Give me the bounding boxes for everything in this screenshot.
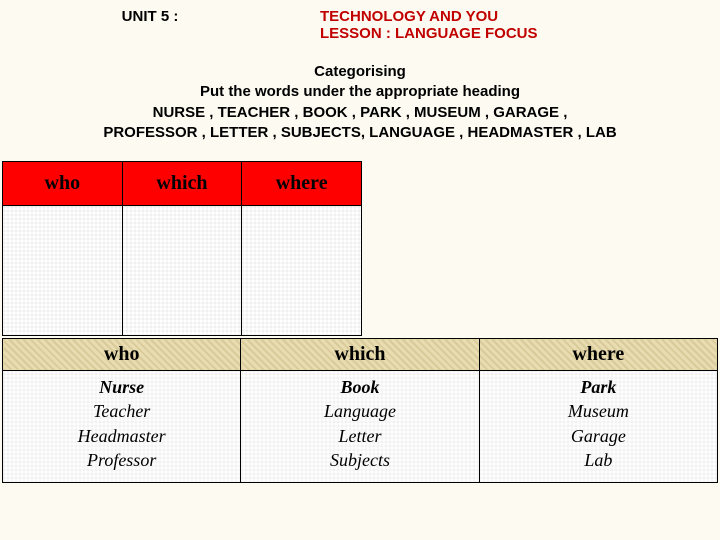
answer-item: Headmaster — [3, 424, 240, 448]
title-block: TECHNOLOGY AND YOU LESSON : LANGUAGE FOC… — [300, 8, 720, 42]
instruction-line: Categorising — [8, 62, 712, 82]
empty-cell — [3, 206, 123, 336]
empty-cell — [122, 206, 242, 336]
instruction-line: PROFESSOR , LETTER , SUBJECTS, LANGUAGE … — [8, 123, 712, 143]
empty-cell — [242, 206, 362, 336]
categorising-answer-table: who which where Nurse Teacher Headmaster… — [2, 338, 718, 483]
instructions: Categorising Put the words under the app… — [0, 62, 720, 143]
answer-item: Lab — [480, 448, 717, 472]
table-header-row: who which where — [3, 339, 718, 371]
cell-which: Book Language Letter Subjects — [241, 371, 479, 483]
title-line-2: LESSON : LANGUAGE FOCUS — [320, 25, 720, 42]
answer-item: Language — [241, 399, 478, 423]
categorising-empty-table: who which where — [2, 161, 362, 336]
col-header-which: which — [122, 162, 242, 206]
title-line-1: TECHNOLOGY AND YOU — [320, 8, 720, 25]
table-header-row: who which where — [3, 162, 362, 206]
answer-item: Book — [241, 375, 478, 399]
unit-label: UNIT 5 : — [0, 8, 300, 42]
col-header-who: who — [3, 162, 123, 206]
instruction-line: Put the words under the appropriate head… — [8, 82, 712, 102]
answer-item: Teacher — [3, 399, 240, 423]
col-header-which: which — [241, 339, 479, 371]
table-row — [3, 206, 362, 336]
table-row: Nurse Teacher Headmaster Professor Book … — [3, 371, 718, 483]
instruction-line: NURSE , TEACHER , BOOK , PARK , MUSEUM ,… — [8, 103, 712, 123]
answer-item: Subjects — [241, 448, 478, 472]
answer-item: Museum — [480, 399, 717, 423]
cell-who: Nurse Teacher Headmaster Professor — [3, 371, 241, 483]
answer-item: Nurse — [3, 375, 240, 399]
answer-item: Garage — [480, 424, 717, 448]
header: UNIT 5 : TECHNOLOGY AND YOU LESSON : LAN… — [0, 0, 720, 44]
col-header-where: where — [479, 339, 717, 371]
col-header-who: who — [3, 339, 241, 371]
cell-where: Park Museum Garage Lab — [479, 371, 717, 483]
answer-item: Letter — [241, 424, 478, 448]
answer-item: Professor — [3, 448, 240, 472]
answer-item: Park — [480, 375, 717, 399]
col-header-where: where — [242, 162, 362, 206]
